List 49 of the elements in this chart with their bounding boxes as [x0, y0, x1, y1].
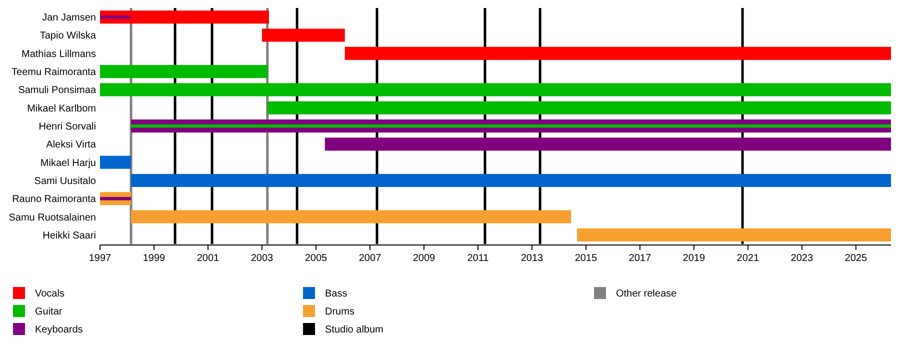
y-tick-label: Teemu Raimoranta [12, 67, 96, 78]
legend-label: Keyboards [35, 324, 83, 336]
bar [131, 174, 891, 187]
y-tick-label: Heikki Saari [42, 230, 96, 242]
y-tick-label: Henri Sorvali [38, 122, 96, 132]
bar [100, 10, 269, 24]
y-tick-label: Sami Uusitalo [34, 176, 96, 187]
x-tick-label: 2023 [790, 253, 814, 264]
bar [100, 196, 132, 200]
x-tick-label: 2019 [682, 253, 706, 264]
bar [262, 28, 345, 42]
legend-label: Vocals [35, 288, 64, 300]
bar [577, 228, 891, 242]
y-tick-label: Mikael Harju [40, 158, 96, 169]
bar [324, 138, 891, 151]
y-tick-label: Mikael Karlbom [27, 103, 96, 114]
bar [131, 210, 572, 224]
y-tick-label: Samuli Ponsimaa [18, 85, 96, 96]
y-tick-label: Mathias Lillmans [22, 48, 96, 60]
x-tick-label: 1999 [142, 253, 166, 264]
y-tick-label: Jan Jamsen [42, 12, 96, 24]
bar [344, 46, 891, 60]
bar [131, 124, 891, 128]
legend-label: Bass [325, 288, 348, 300]
x-tick-label: 2005 [304, 253, 328, 264]
bar [100, 156, 132, 169]
y-tick-label: Tapio Wilska [40, 30, 96, 42]
x-tick-label: 2025 [844, 253, 868, 264]
bar [100, 83, 891, 96]
x-tick-label: 1997 [88, 253, 112, 264]
x-tick-label: 2003 [250, 253, 274, 264]
x-tick-label: 2021 [736, 253, 760, 264]
bar [100, 65, 268, 78]
x-tick-label: 2013 [520, 253, 544, 264]
y-tick-label: Rauno Raimoranta [12, 194, 96, 206]
bar [267, 101, 891, 114]
x-tick-label: 2007 [358, 253, 382, 264]
legend-label: Guitar [35, 306, 63, 318]
bar [100, 15, 132, 19]
x-tick-label: 2011 [467, 253, 490, 264]
x-tick-label: 2001 [196, 253, 220, 264]
y-tick-label: Aleksi Virta [46, 140, 96, 151]
x-tick-label: 2017 [628, 253, 652, 264]
legend-label: Drums [325, 306, 354, 318]
x-tick-label: 2009 [412, 253, 436, 264]
x-tick-label: 2015 [574, 253, 598, 264]
y-tick-label: Samu Ruotsalainen [8, 212, 96, 224]
legend-label: Studio album [325, 324, 384, 336]
legend-label: Other release [616, 288, 678, 300]
